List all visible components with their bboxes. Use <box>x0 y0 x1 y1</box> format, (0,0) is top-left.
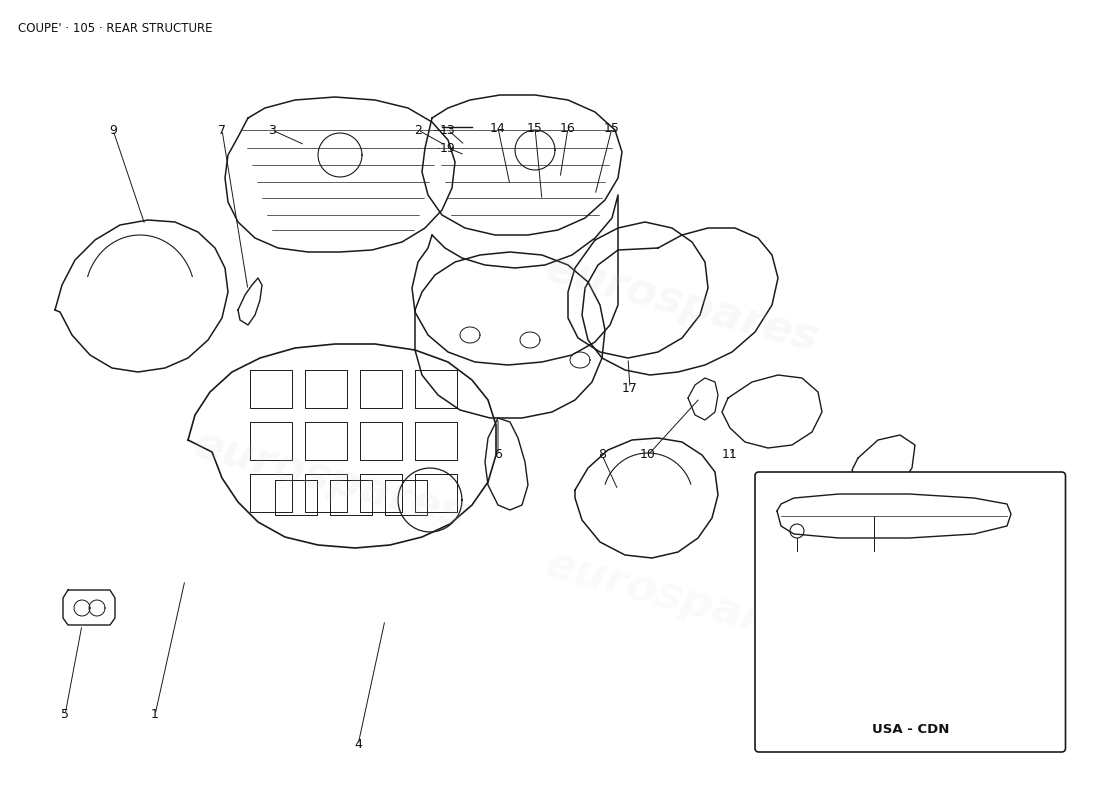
Text: 7: 7 <box>218 123 226 137</box>
Text: 18: 18 <box>790 554 804 567</box>
Text: 2: 2 <box>414 123 422 137</box>
Text: 17: 17 <box>623 382 638 394</box>
Text: eurospares: eurospares <box>540 543 824 657</box>
FancyBboxPatch shape <box>755 472 1066 752</box>
Text: eurospares: eurospares <box>188 423 472 537</box>
Text: 4: 4 <box>354 738 362 751</box>
Text: 3: 3 <box>268 123 276 137</box>
Text: 6: 6 <box>494 449 502 462</box>
Text: 12: 12 <box>867 554 881 567</box>
Text: 8: 8 <box>598 449 606 462</box>
Text: 16: 16 <box>560 122 576 134</box>
Text: 11: 11 <box>722 449 738 462</box>
Text: 15: 15 <box>527 122 543 134</box>
Text: 9: 9 <box>109 123 117 137</box>
Text: 15: 15 <box>604 122 620 134</box>
Text: 10: 10 <box>640 449 656 462</box>
Text: eurospares: eurospares <box>540 247 824 361</box>
Text: 1: 1 <box>151 709 158 722</box>
Text: 13: 13 <box>440 123 455 137</box>
Text: USA - CDN: USA - CDN <box>871 723 949 736</box>
Text: 5: 5 <box>60 709 69 722</box>
Text: 19: 19 <box>440 142 455 154</box>
Text: 14: 14 <box>491 122 506 134</box>
Text: COUPE' · 105 · REAR STRUCTURE: COUPE' · 105 · REAR STRUCTURE <box>18 22 212 35</box>
